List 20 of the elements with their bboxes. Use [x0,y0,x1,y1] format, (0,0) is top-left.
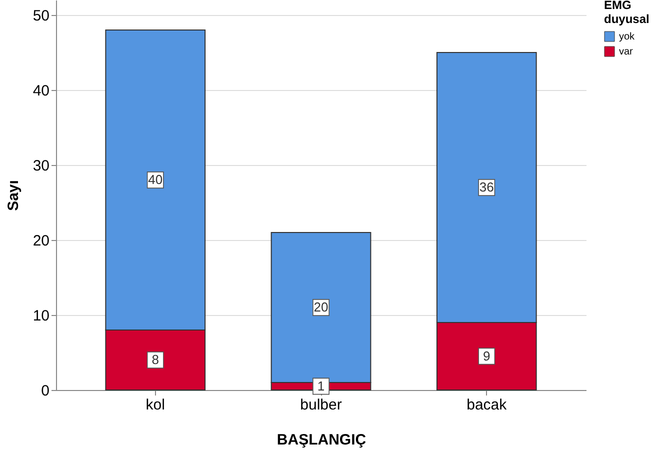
data-label: 40 [148,172,163,187]
legend-label: var [619,46,634,58]
x-tick-label: kol [146,396,165,414]
x-tick-label: bacak [466,396,508,414]
legend-label: yok [619,32,636,42]
legend-title: EMG duyusal [604,0,650,26]
y-axis-title: Sayı [4,180,22,211]
y-tick-label: 0 [41,382,50,400]
data-label: 20 [314,300,328,314]
y-tick-label: 20 [32,232,50,250]
x-axis-title: BAŞLANGIÇ [276,432,366,448]
data-label: 8 [152,352,159,367]
y-tick-label: 30 [32,158,50,174]
data-label: 36 [479,180,494,194]
y-tick-label: 40 [32,82,50,100]
data-label: 1 [317,378,325,394]
y-tick-label: 10 [32,308,50,324]
y-tick-label: 50 [32,8,50,24]
x-tick-label: bulber [300,396,342,414]
data-label: 9 [483,348,490,364]
